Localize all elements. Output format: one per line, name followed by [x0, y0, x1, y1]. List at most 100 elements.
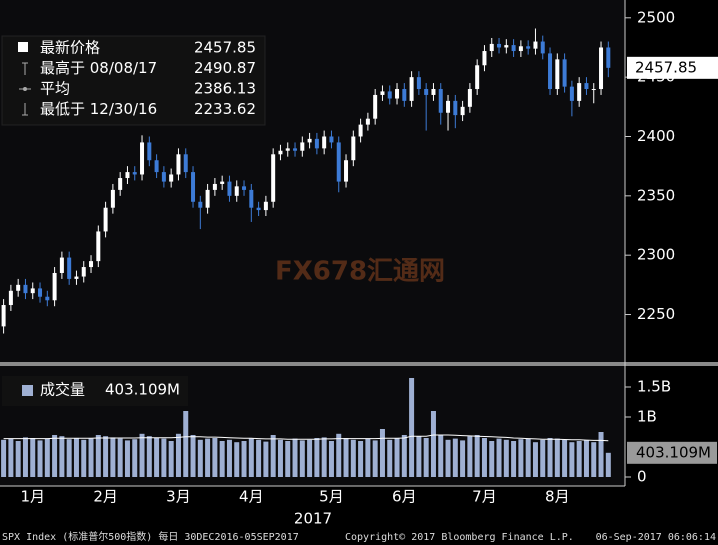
candle-body — [256, 207, 261, 211]
x-tick-label: 5月 — [319, 488, 344, 506]
candle-body — [351, 136, 356, 161]
volume-bar — [59, 436, 65, 477]
volume-bar — [467, 436, 473, 477]
volume-bar — [569, 442, 575, 477]
candle-body — [30, 288, 35, 294]
volume-bar — [372, 440, 378, 477]
volume-bar — [562, 439, 568, 477]
y-tick-label: 2500 — [637, 8, 675, 26]
volume-bar — [277, 439, 283, 477]
volume-bar — [452, 438, 458, 477]
volume-bar — [219, 441, 225, 477]
candle-body — [191, 172, 196, 202]
volume-bar — [416, 436, 422, 477]
candle-body — [234, 186, 239, 196]
candle-body — [227, 181, 232, 196]
candle-body — [584, 83, 589, 90]
x-tick-label: 8月 — [545, 488, 570, 506]
candle-body — [147, 142, 152, 161]
volume-bar — [401, 435, 407, 477]
volume-bar — [518, 439, 524, 477]
candle-body — [475, 65, 480, 90]
volume-bar — [358, 441, 364, 477]
legend-icon — [18, 42, 28, 52]
candle-body — [533, 41, 538, 49]
candle-body — [263, 201, 268, 211]
volume-legend-value: 403.109M — [105, 381, 180, 399]
candle-body — [89, 261, 94, 268]
volume-bar — [81, 439, 87, 477]
candle-body — [220, 181, 225, 184]
candle-body — [176, 154, 181, 175]
candle-body — [577, 83, 582, 101]
candle-body — [278, 150, 283, 155]
legend-value: 2457.85 — [194, 39, 256, 57]
candle-body — [431, 89, 436, 95]
volume-bar — [336, 433, 342, 477]
volume-bar — [22, 437, 28, 477]
volume-bar — [525, 438, 531, 477]
candle-body — [38, 288, 43, 297]
footer-timestamp: 06-Sep-2017 06:06:14 — [596, 532, 716, 543]
volume-average-line — [3, 434, 609, 442]
volume-bar — [205, 438, 211, 477]
candle-body — [161, 172, 166, 182]
candle-body — [467, 89, 472, 107]
volume-bar — [139, 433, 145, 477]
volume-bar — [52, 435, 58, 477]
volume-bar — [197, 439, 203, 477]
candle-body — [548, 53, 553, 90]
candle-body — [23, 284, 28, 294]
volume-bar — [226, 439, 232, 477]
candle-body — [526, 46, 531, 49]
candle-body — [555, 59, 560, 90]
candle-body — [591, 89, 596, 91]
candle-body — [329, 136, 334, 143]
candle-body — [365, 118, 370, 125]
volume-bar — [8, 438, 14, 477]
volume-bar — [554, 438, 560, 477]
legend-icon — [22, 62, 28, 75]
last-volume-label: 403.109M — [636, 443, 711, 461]
volume-bar — [241, 441, 247, 477]
footer-copyright: Copyright© 2017 Bloomberg Finance L.P. — [345, 532, 574, 543]
x-tick-label: 2月 — [93, 488, 118, 506]
last-volume-tag — [627, 441, 717, 464]
x-tick-label: 7月 — [472, 488, 497, 506]
volume-bar — [430, 411, 436, 477]
volume-bar — [168, 441, 174, 477]
volume-bar — [263, 441, 269, 477]
legend-value: 2233.62 — [194, 100, 256, 118]
volume-bar — [124, 440, 130, 477]
volume-bar — [103, 436, 109, 477]
candle-body — [67, 257, 72, 279]
candle-body — [387, 91, 392, 99]
volume-bar — [37, 440, 43, 477]
candle-body — [358, 124, 363, 137]
candle-body — [16, 284, 21, 291]
candle-body — [154, 160, 159, 173]
candle-body — [453, 100, 458, 116]
candle-body — [81, 267, 86, 277]
candle-body — [74, 276, 79, 279]
volume-bar — [591, 442, 597, 477]
volume-bar — [503, 439, 509, 477]
volume-bar — [234, 442, 240, 477]
volume-bar — [474, 435, 480, 477]
legend-box — [1, 35, 266, 126]
candle-body — [511, 45, 516, 52]
volume-bar — [66, 439, 72, 477]
volume-bar — [350, 439, 356, 477]
legend-icon — [22, 103, 28, 116]
candle-body — [540, 41, 545, 54]
volume-bar — [532, 442, 538, 477]
candle-body — [504, 45, 509, 48]
volume-bar — [95, 435, 101, 477]
candle-body — [132, 172, 137, 175]
candle-body — [599, 47, 604, 90]
candle-body — [183, 154, 188, 173]
volume-bar — [409, 378, 415, 477]
volume-bar — [423, 438, 429, 477]
y-tick-label: 2400 — [637, 127, 675, 145]
